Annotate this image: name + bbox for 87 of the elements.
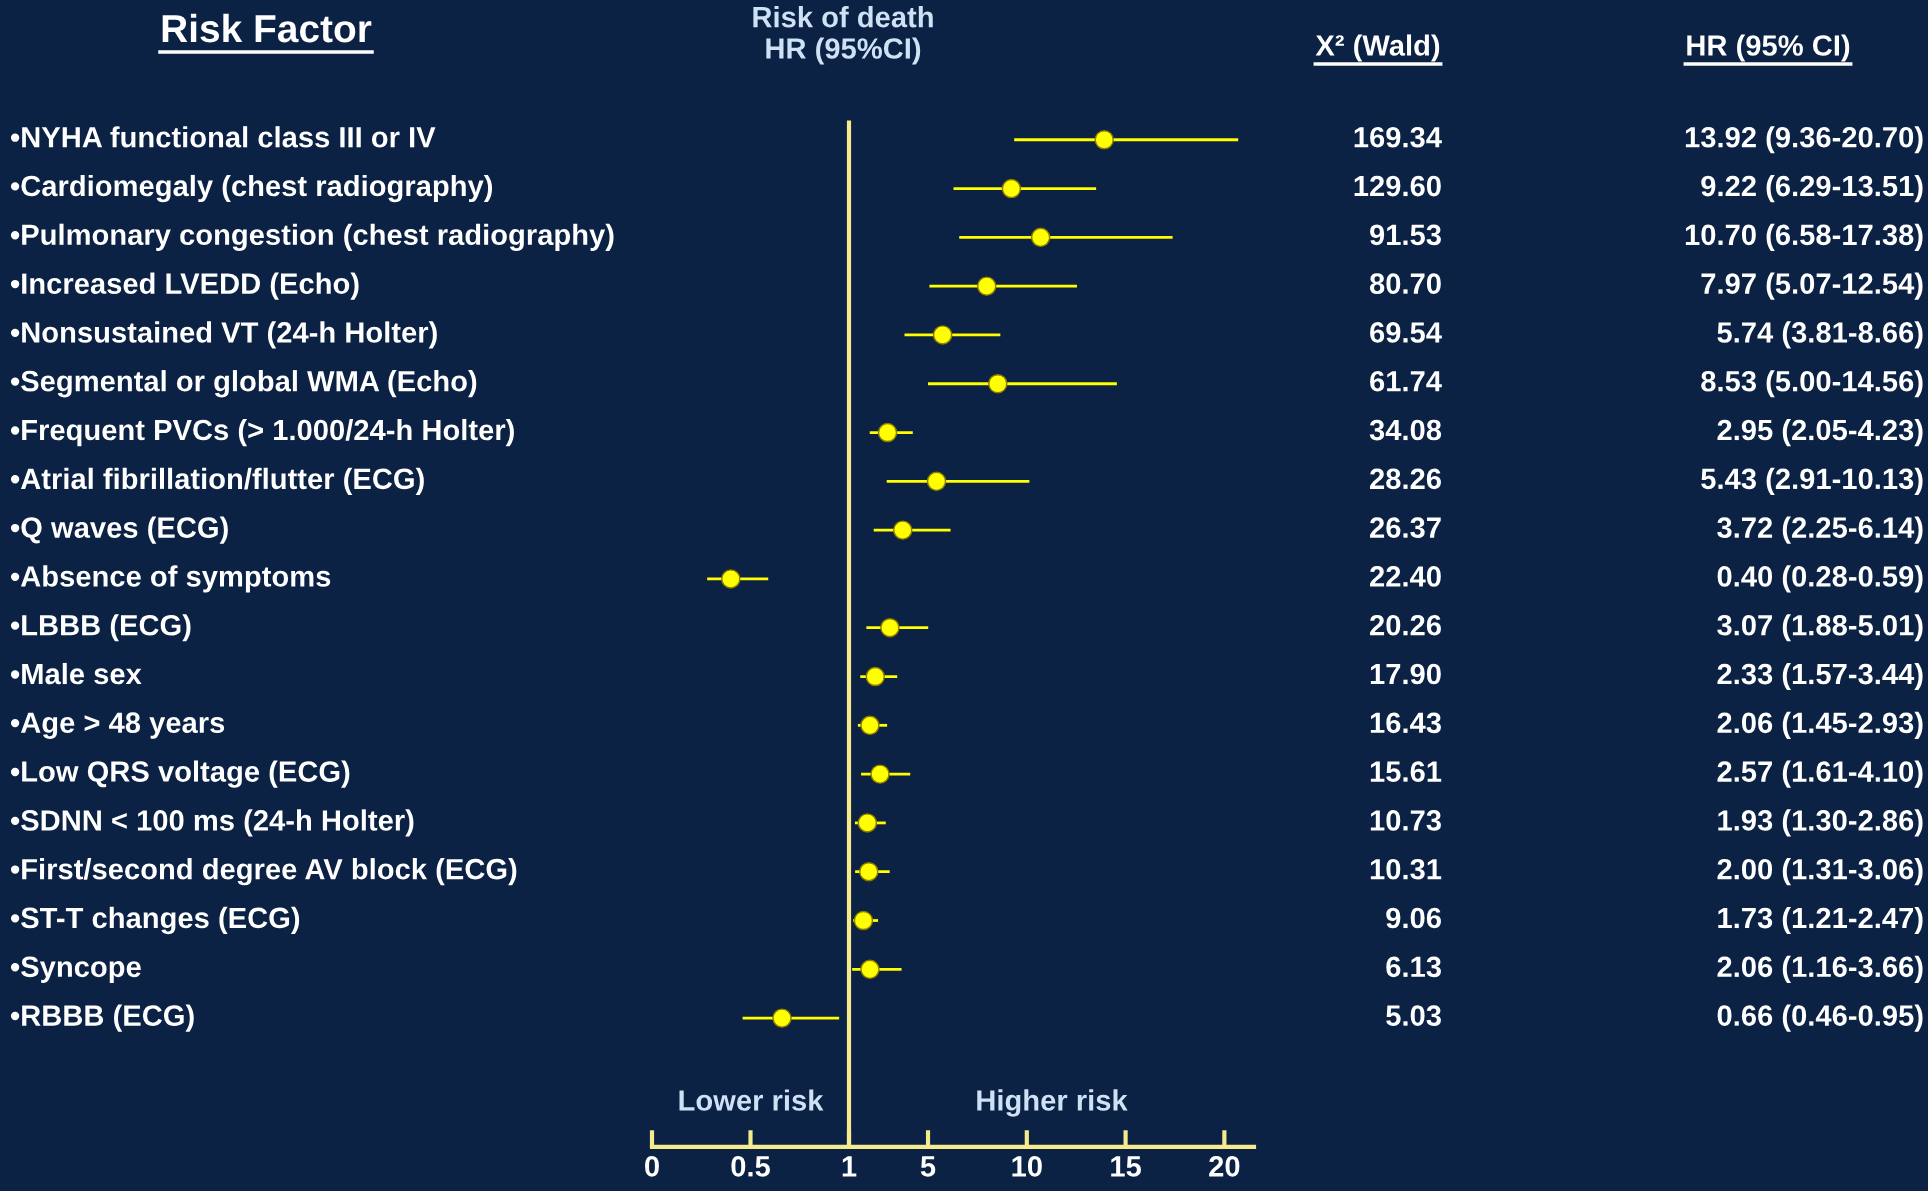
data-label: 2.33 (1.57-3.44): [1717, 662, 1923, 691]
y-tick-label: •Increased LVEDD (Echo): [10, 272, 359, 300]
point: [893, 520, 913, 540]
y-tick-label: •Frequent PVCs (> 1.000/24-h Holter): [10, 418, 514, 447]
text: 80.70: [1369, 273, 1441, 294]
data-label: 8.53 (5.00-14.56): [1701, 370, 1923, 398]
point: [857, 813, 878, 833]
point: [860, 959, 880, 980]
text: 6.13: [1386, 956, 1441, 978]
text: 129.60: [1354, 175, 1441, 197]
data-label: 0.40 (0.28-0.59): [1717, 565, 1923, 593]
text: HR (95% CI): [1687, 34, 1850, 62]
x-tick-label: 1: [842, 1156, 857, 1177]
x-tick-label: 15: [1111, 1156, 1141, 1177]
text: Lower risk: [679, 1089, 824, 1111]
text: 20.26: [1370, 614, 1441, 636]
x-tick-label: 20: [1209, 1156, 1240, 1177]
y-tick-label: •Atrial fibrillation/flutter (ECG): [10, 467, 424, 495]
point: [988, 374, 1008, 394]
data-label: 2.06 (1.45-2.93): [1717, 711, 1923, 739]
text: 9.06: [1386, 907, 1441, 929]
y-tick-label: •Nonsustained VT (24-h Holter): [10, 321, 437, 349]
data-label: 1.73 (1.21-2.47): [1718, 906, 1923, 935]
x-tick-label: 0.5: [731, 1156, 770, 1177]
point: [870, 764, 890, 784]
y-axis-title: Risk Factor: [162, 13, 372, 43]
y-tick-label: •SDNN < 100 ms (24-h Holter): [10, 809, 414, 837]
data-label: 0.66 (0.46-0.95): [1717, 1004, 1923, 1032]
y-tick-label: •LBBB (ECG): [10, 614, 191, 642]
data-label: 9.22 (6.29-13.51): [1701, 174, 1923, 203]
text: 15.61: [1370, 761, 1442, 782]
text: 10.73: [1370, 810, 1441, 831]
y-tick-label: •Male sex: [10, 662, 142, 685]
point: [877, 422, 898, 443]
data-label: 3.72 (2.25-6.14): [1717, 516, 1923, 544]
y-tick-label: •Segmental or global WMA (Echo): [10, 370, 477, 398]
text: 5.03: [1386, 1005, 1441, 1026]
text: 26.37: [1370, 517, 1441, 538]
point: [1001, 178, 1022, 199]
text: 22.40: [1370, 566, 1441, 587]
text: 10.31: [1370, 858, 1442, 880]
data-label: 2.00 (1.31-3.06): [1717, 858, 1923, 886]
text: 16.43: [1370, 712, 1441, 734]
y-tick-label: •Cardiomegaly (chest radiography): [10, 174, 493, 203]
text: 91.53: [1370, 224, 1441, 246]
point: [926, 471, 947, 492]
point: [860, 715, 880, 736]
y-tick-label: •RBBB (ECG): [10, 1004, 194, 1032]
point: [1094, 130, 1114, 150]
data-label: 13.92 (9.36-20.70): [1685, 126, 1923, 154]
point: [865, 666, 885, 687]
point: [932, 325, 953, 345]
text: 169.34: [1354, 126, 1442, 148]
point: [976, 276, 997, 296]
data-label: 5.74 (3.81-8.66): [1717, 321, 1923, 349]
data-label: 2.06 (1.16-3.66): [1717, 955, 1923, 983]
y-tick-label: •Pulmonary congestion (chest radiography): [10, 223, 614, 252]
x-tick-label: 5: [920, 1156, 936, 1177]
data-label: 10.70 (6.58-17.38): [1685, 223, 1923, 251]
chart-title: Risk of death HR (95%CI): [753, 6, 933, 65]
text: 28.26: [1370, 468, 1441, 490]
y-tick-label: •First/second degree AV block (ECG): [10, 858, 517, 886]
y-tick-label: •Syncope: [10, 956, 141, 983]
data-label: 1.93 (1.30-2.86): [1718, 809, 1923, 837]
text: Higher risk: [977, 1089, 1128, 1117]
y-tick-label: •NYHA functional class III or IV: [10, 126, 436, 148]
point: [853, 910, 874, 931]
point: [1030, 227, 1051, 248]
x-tick-label: 10: [1012, 1156, 1042, 1177]
y-tick-label: •ST-T changes (ECG): [10, 906, 300, 935]
y-tick-label: •Absence of symptoms: [10, 565, 331, 593]
text: 61.74: [1370, 370, 1442, 392]
data-label: 7.97 (5.07-12.54): [1701, 272, 1923, 300]
point: [859, 861, 879, 882]
data-label: 3.07 (1.88-5.01): [1717, 614, 1923, 642]
data-label: 2.57 (1.61-4.10): [1717, 760, 1923, 788]
x-tick-label: 0: [645, 1156, 659, 1177]
text: 69.54: [1370, 322, 1442, 343]
y-tick-label: •Age > 48 years: [10, 712, 225, 739]
data-label: 5.43 (2.91-10.13): [1701, 467, 1923, 495]
text: 17.90: [1370, 663, 1441, 685]
text: 34.08: [1369, 419, 1442, 441]
y-tick-label: •Q waves (ECG): [10, 516, 228, 544]
data-label: 2.95 (2.05-4.23): [1717, 418, 1923, 447]
point: [880, 618, 900, 638]
text: X² (Wald): [1315, 34, 1440, 62]
y-tick-label: •Low QRS voltage (ECG): [10, 760, 350, 788]
